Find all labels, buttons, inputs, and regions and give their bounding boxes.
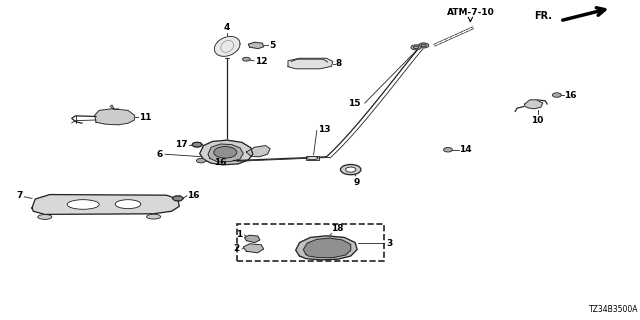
Polygon shape (200, 140, 253, 165)
Ellipse shape (147, 214, 161, 219)
Circle shape (419, 43, 429, 48)
Polygon shape (32, 195, 179, 214)
Circle shape (552, 93, 561, 97)
Polygon shape (95, 109, 134, 125)
Text: 10: 10 (531, 116, 544, 125)
Ellipse shape (115, 200, 141, 209)
Text: 3: 3 (386, 239, 392, 248)
Circle shape (214, 147, 237, 158)
Polygon shape (303, 238, 351, 258)
Polygon shape (214, 36, 240, 56)
Text: 8: 8 (336, 60, 342, 68)
Text: 5: 5 (269, 41, 275, 50)
Ellipse shape (67, 200, 99, 209)
Text: 13: 13 (318, 125, 331, 134)
Polygon shape (288, 58, 333, 69)
Circle shape (173, 196, 183, 201)
Polygon shape (246, 146, 270, 157)
Text: ATM-7-10: ATM-7-10 (447, 8, 494, 17)
Circle shape (196, 158, 205, 163)
Text: 16: 16 (214, 158, 227, 167)
Polygon shape (208, 144, 243, 162)
Circle shape (444, 148, 452, 152)
Text: 12: 12 (255, 57, 268, 66)
Bar (237, 224, 384, 261)
Text: 4: 4 (224, 23, 230, 32)
Polygon shape (296, 236, 357, 260)
Text: 7: 7 (16, 191, 22, 200)
Polygon shape (525, 100, 543, 109)
Circle shape (243, 57, 250, 61)
Ellipse shape (38, 214, 52, 220)
Circle shape (192, 142, 202, 147)
Polygon shape (243, 244, 264, 253)
Text: 16: 16 (188, 191, 200, 200)
Circle shape (346, 167, 356, 172)
Text: 11: 11 (139, 113, 152, 122)
FancyBboxPatch shape (306, 156, 319, 160)
Text: TZ34B3500A: TZ34B3500A (589, 305, 639, 314)
Text: 2: 2 (234, 244, 240, 253)
Text: 6: 6 (157, 150, 163, 159)
Text: 17: 17 (175, 140, 188, 149)
Text: FR.: FR. (534, 11, 552, 21)
Polygon shape (248, 42, 264, 49)
Text: 18: 18 (332, 224, 344, 233)
Text: 16: 16 (564, 91, 577, 100)
Polygon shape (244, 235, 260, 243)
Text: 1: 1 (236, 230, 242, 239)
Text: 9: 9 (354, 178, 360, 187)
Text: 15: 15 (348, 99, 360, 108)
Ellipse shape (307, 156, 318, 160)
Circle shape (340, 164, 361, 175)
Circle shape (411, 45, 421, 50)
Text: 14: 14 (460, 145, 472, 154)
